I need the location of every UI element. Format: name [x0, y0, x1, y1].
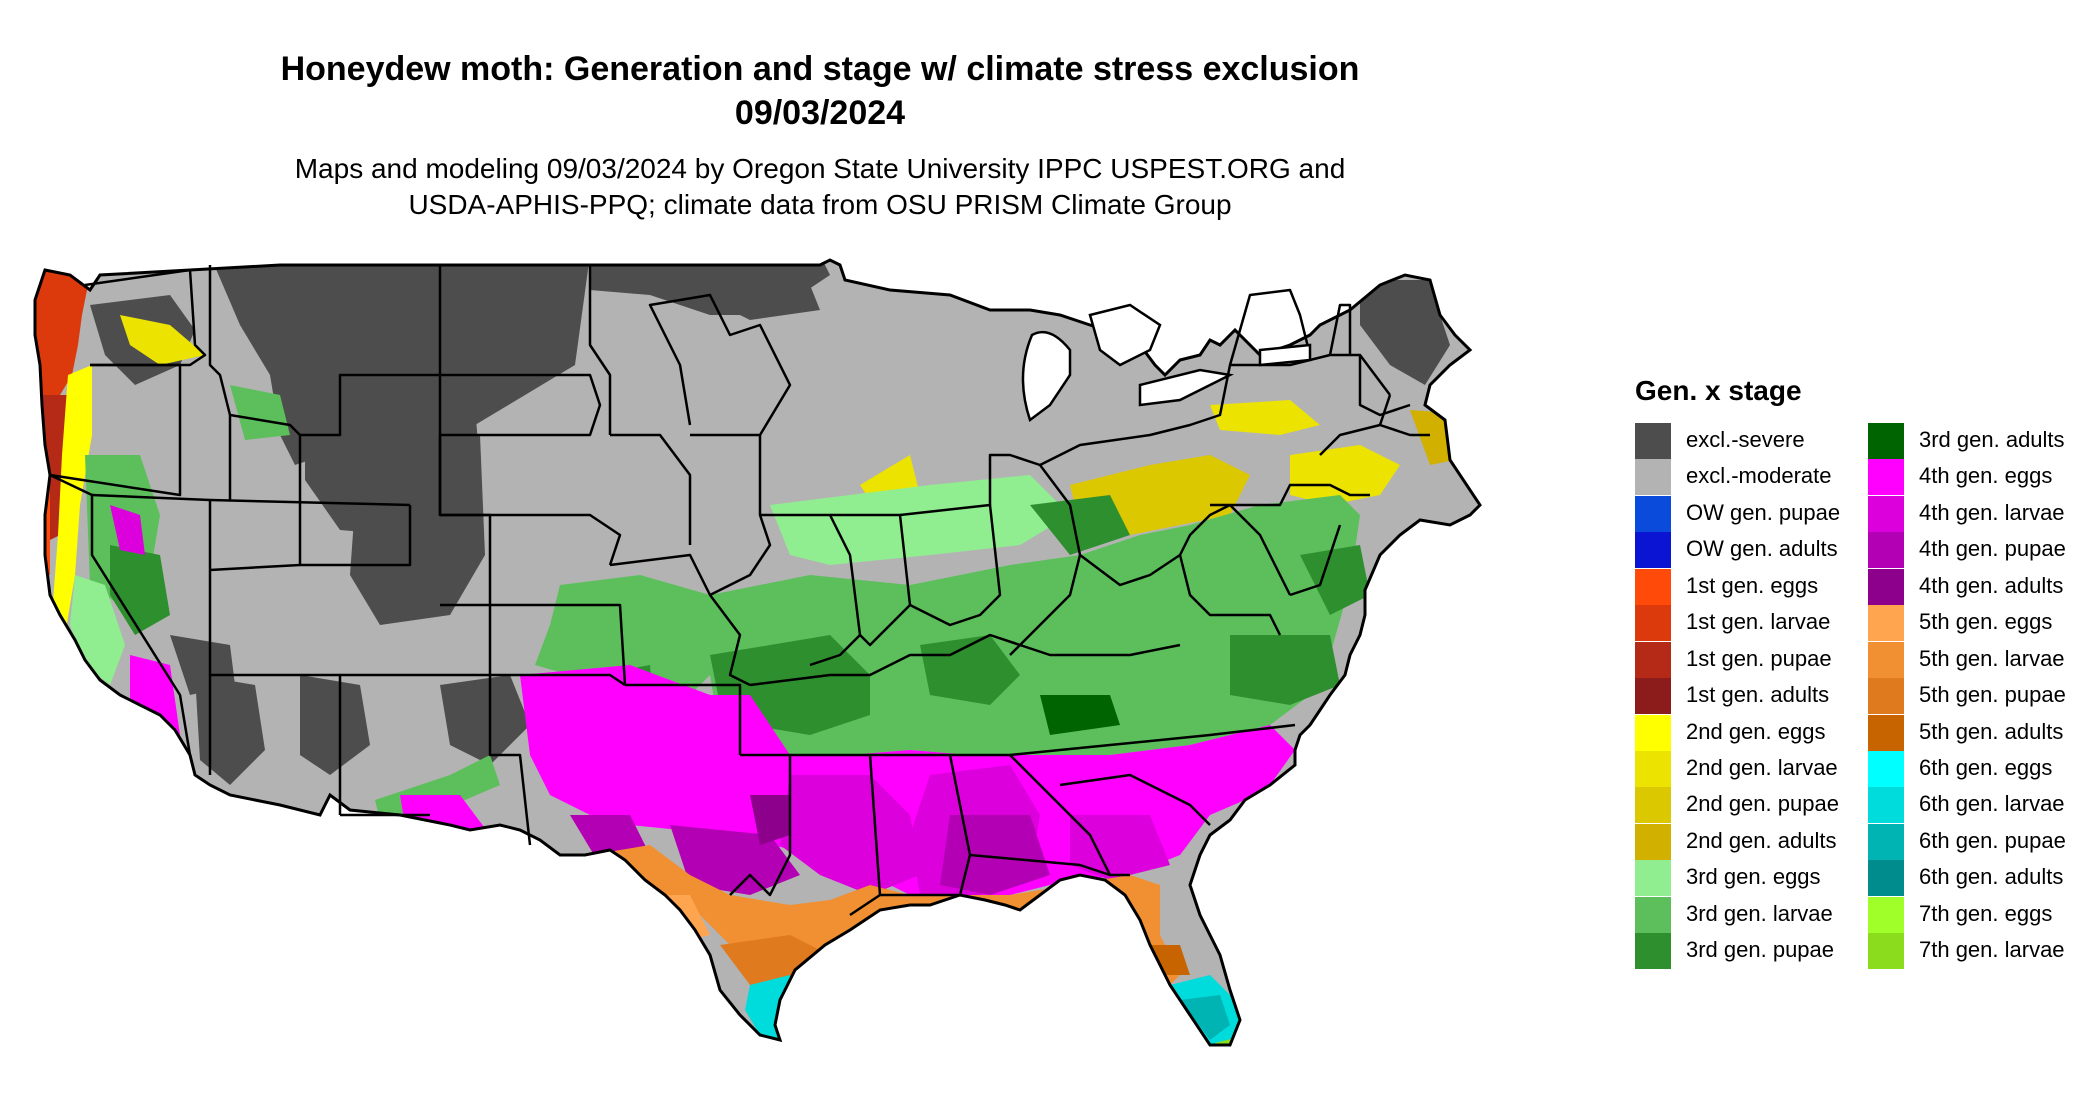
legend-label: 1st gen. larvae	[1686, 609, 1831, 635]
lake-huron	[1088, 303, 1162, 367]
legend-swatch	[1635, 532, 1671, 569]
legend-swatch	[1868, 605, 1904, 642]
legend-swatch	[1635, 678, 1671, 715]
legend-swatch	[1868, 750, 1904, 787]
legend-label: 6th gen. eggs	[1919, 754, 2053, 780]
legend-swatch	[1868, 896, 1904, 933]
legend-swatch	[1868, 423, 1904, 459]
legend-label: 5th gen. adults	[1919, 718, 2064, 744]
legend-label: excl.-moderate	[1686, 463, 1832, 489]
legend-swatch	[1635, 495, 1671, 532]
zone-excl-severe	[90, 260, 1450, 785]
legend-swatch	[1868, 678, 1904, 715]
legend-label: 6th gen. pupae	[1919, 827, 2066, 853]
legend-swatch	[1635, 568, 1671, 605]
legend-swatch	[1635, 459, 1671, 496]
legend-swatch	[1868, 714, 1904, 751]
lake-ontario	[1258, 343, 1312, 367]
legend-swatch	[1635, 605, 1671, 642]
legend-title: Gen. x stage	[1635, 375, 1802, 406]
legend-label: 5th gen. eggs	[1919, 609, 2053, 635]
legend-swatch	[1635, 641, 1671, 678]
state-boundaries	[49, 265, 1430, 917]
legend-label: 5th gen. larvae	[1919, 645, 2065, 671]
legend-swatch	[1868, 860, 1904, 897]
legend-label: 3rd gen. eggs	[1686, 864, 1821, 890]
legend-swatch	[1868, 823, 1904, 860]
legend-label: 1st gen. eggs	[1686, 572, 1819, 598]
legend-label: 2nd gen. eggs	[1686, 718, 1826, 744]
legend-label: 6th gen. larvae	[1919, 791, 2065, 817]
conus-stage-map	[33, 258, 1482, 1047]
legend-swatch	[1868, 933, 1904, 970]
legend-label: 7th gen. larvae	[1919, 937, 2065, 963]
legend-label: 7th gen. eggs	[1919, 900, 2053, 926]
legend-label: excl.-severe	[1686, 427, 1805, 452]
lake-erie	[1138, 368, 1234, 407]
legend-swatch	[1868, 495, 1904, 532]
legend-swatch	[1635, 787, 1671, 824]
legend-swatch	[1868, 568, 1904, 605]
legend-swatch	[1635, 714, 1671, 751]
lake-michigan	[1021, 330, 1072, 423]
legend-swatch	[1635, 933, 1671, 970]
legend-swatch	[1635, 823, 1671, 860]
legend-label: 3rd gen. pupae	[1686, 937, 1835, 963]
legend-label: 4th gen. larvae	[1919, 499, 2065, 525]
legend-label: 2nd gen. pupae	[1686, 791, 1839, 817]
map-date: 09/03/2024	[734, 94, 906, 132]
legend-label: 1st gen. pupae	[1686, 645, 1832, 671]
legend-label: 3rd gen. adults	[1919, 427, 2065, 452]
legend-label: OW gen. adults	[1686, 536, 1838, 562]
legend-swatch	[1635, 750, 1671, 787]
legend-swatch	[1635, 423, 1671, 459]
legend-label: 4th gen. pupae	[1919, 536, 2066, 562]
legend-swatch	[1868, 641, 1904, 678]
legend-label: 4th gen. adults	[1919, 572, 2064, 598]
map-subtitle-line-1: Maps and modeling 09/03/2024 by Oregon S…	[294, 153, 1346, 184]
legend-label: 2nd gen. larvae	[1686, 754, 1838, 780]
legend-label: 3rd gen. larvae	[1686, 900, 1833, 926]
legend-swatch	[1635, 896, 1671, 933]
legend-label: 4th gen. eggs	[1919, 463, 2053, 489]
legend-label: 6th gen. adults	[1919, 864, 2064, 890]
map-subtitle-line-2: USDA-APHIS-PPQ; climate data from OSU PR…	[408, 189, 1232, 220]
legend-label: 1st gen. adults	[1686, 682, 1830, 708]
legend-swatch	[1868, 787, 1904, 824]
legend-swatch	[1868, 459, 1904, 496]
legend-label: 2nd gen. adults	[1686, 827, 1837, 853]
legend-swatch	[1868, 532, 1904, 569]
map-title: Honeydew moth: Generation and stage w/ c…	[280, 50, 1360, 88]
legend-swatch	[1635, 860, 1671, 897]
legend-label: 5th gen. pupae	[1919, 682, 2066, 708]
zone-6th-gen	[745, 975, 1240, 1045]
legend-label: OW gen. pupae	[1686, 499, 1841, 525]
